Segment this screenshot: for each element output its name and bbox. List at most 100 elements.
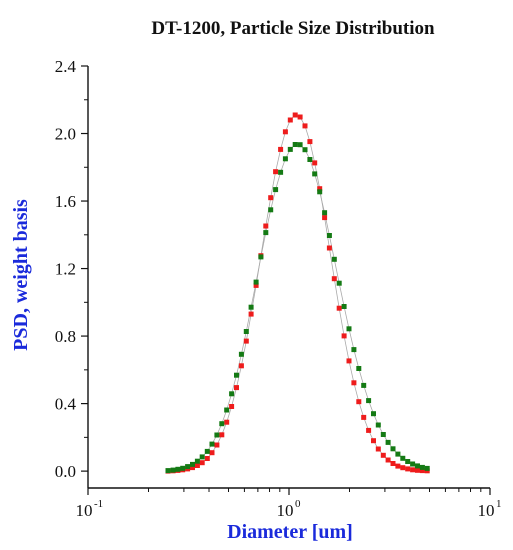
series-1-point [395,463,401,469]
series-1-point [263,223,269,229]
series-2-point [263,230,269,236]
x-tick-label: 10 [76,501,93,520]
series-2-point [400,455,406,461]
series-1-point [361,414,367,420]
series-2-point [238,351,244,357]
series-1-point [204,456,210,461]
series-1-point [190,465,195,471]
series-1-point [238,363,244,369]
series-2-point [361,382,367,388]
series-2-point [326,233,332,238]
series-2-point [312,171,318,177]
y-tick-label: 1.6 [55,192,76,211]
series-1-point [419,468,425,474]
series-2-point [292,142,298,147]
series-2-point [268,207,274,213]
series-1-point [199,460,205,466]
series-1-point [243,338,249,344]
series-2-point [307,157,313,162]
series-2-point [336,280,342,286]
series-1-point [273,169,279,175]
series-2-point [287,146,293,152]
series-1-point [390,461,396,466]
series-1-point [326,245,332,251]
series-2-point [282,156,288,162]
series-1-point [297,114,303,120]
series-1-point [219,432,225,438]
series-1-point [214,442,220,448]
series-2-point [219,421,225,427]
series-1-point [229,404,235,409]
series-2-point [385,439,391,445]
series-2-point [371,411,376,417]
series-2-line [167,144,428,471]
x-axis-label: Diameter [um] [227,521,353,543]
series-2-point [331,256,337,262]
series-1-point [287,117,293,123]
series-1-point [302,123,308,129]
series-2-point [356,366,362,371]
y-axis-ticks: 0.0 0.4 0.8 1.2 1.6 2.0 2.4 [55,57,88,481]
series-1-point [278,146,284,152]
series-2-point [322,210,328,216]
series-1-point [248,311,254,317]
series-2-point [351,347,357,353]
series-2-point [194,458,200,464]
series-2-point [410,461,416,467]
series-layer [165,112,430,474]
series-1-point [385,457,391,463]
series-2-point [273,187,279,193]
y-tick-label: 1.2 [55,260,76,279]
series-1-point [415,467,420,473]
y-tick-label: 0.0 [55,462,76,481]
y-tick-label: 0.4 [55,395,77,414]
series-2-point [297,142,303,148]
series-2-point [190,461,195,467]
series-1-point [253,282,259,288]
series-2-point [229,391,235,397]
series-1-point [312,160,318,166]
series-2-point [278,169,284,175]
series-1-point [268,195,274,201]
series-2-point [234,372,239,378]
series-2-point [419,464,425,470]
series-1-point [234,385,239,391]
series-2-point [165,468,171,474]
series-1-point [366,427,372,433]
chart-title: DT-1200, Particle Size Distribution [151,18,435,39]
series-1-point [410,467,416,473]
series-2-point [199,454,205,460]
series-2-point [415,463,420,469]
axes [87,66,490,489]
series-2-point [346,326,352,332]
series-2-point [390,446,396,452]
series-2-point [175,466,181,472]
x-tick-label: 10 [277,501,294,520]
y-axis-label: PSD, weight basis [10,199,32,351]
series-2-point [214,432,220,438]
series-2-point [366,398,372,404]
series-1-point [209,450,215,456]
series-2-point [395,451,401,457]
series-2-point [341,304,347,309]
series-1-point [405,466,411,472]
series-1-point [371,438,376,444]
series-1-point [380,452,386,458]
y-tick-label: 0.8 [55,327,76,346]
series-2-point [180,465,186,471]
series-2-point [253,279,259,285]
x-tick-exponent: -1 [94,498,103,510]
series-2-point [380,432,386,437]
x-axis-ticks: 10 -1 10 0 10 1 [76,488,502,520]
series-1-point [341,333,347,339]
series-1-point [322,215,328,221]
series-2-point [224,407,230,413]
series-2-point [424,465,430,471]
series-2-point [405,459,411,464]
series-2-point [248,304,254,310]
series-2-point [209,441,215,447]
series-1-point [331,276,337,282]
series-1-point [292,112,298,118]
series-2-point [375,422,381,428]
